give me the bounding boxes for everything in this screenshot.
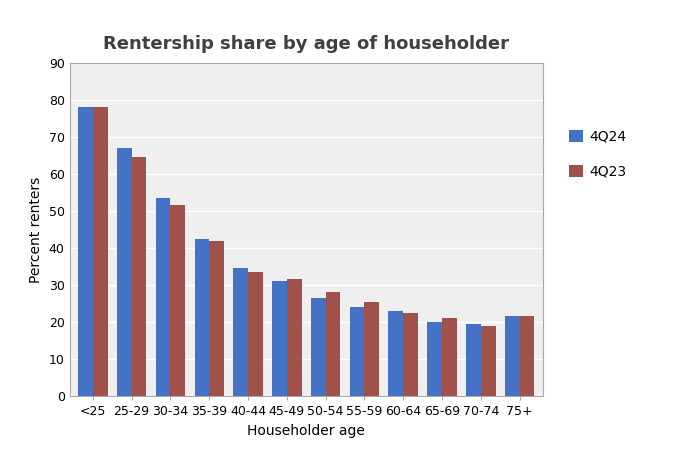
Bar — [427, 322, 442, 396]
Bar — [442, 318, 457, 396]
Bar — [248, 272, 263, 396]
Bar — [481, 326, 496, 396]
Bar — [287, 279, 301, 396]
Bar — [171, 206, 185, 396]
Title: Rentership share by age of householder: Rentership share by age of householder — [103, 35, 509, 53]
Bar — [349, 307, 365, 396]
Bar — [93, 108, 108, 396]
Bar — [272, 281, 287, 396]
Legend: 4Q24, 4Q23: 4Q24, 4Q23 — [569, 130, 626, 179]
Bar — [117, 148, 132, 396]
X-axis label: Householder age: Householder age — [247, 423, 365, 437]
Bar — [209, 241, 224, 396]
Bar — [520, 316, 535, 396]
Bar — [388, 311, 403, 396]
Bar — [233, 268, 248, 396]
Bar — [311, 298, 326, 396]
Y-axis label: Percent renters: Percent renters — [29, 176, 43, 283]
Bar — [132, 158, 146, 396]
Bar — [403, 313, 418, 396]
Bar — [78, 108, 93, 396]
Bar — [156, 198, 171, 396]
Bar — [466, 324, 481, 396]
Bar — [326, 292, 340, 396]
Bar — [505, 316, 520, 396]
Bar — [365, 302, 379, 396]
Bar — [194, 239, 209, 396]
